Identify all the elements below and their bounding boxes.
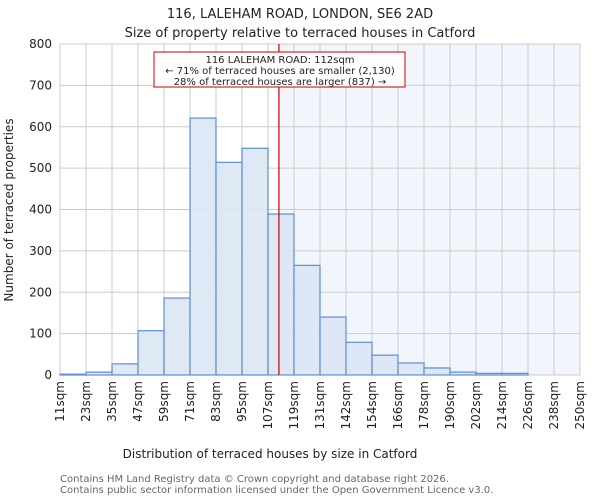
histogram-bar (319, 316, 347, 376)
x-tick-label: 71sqm (183, 381, 197, 422)
histogram-bar (293, 264, 321, 376)
y-tick-label: 300 (29, 244, 52, 258)
x-tick-label: 202sqm (469, 381, 483, 429)
x-tick-label: 83sqm (209, 381, 223, 422)
x-tick-label: 107sqm (261, 381, 275, 429)
y-tick-label: 200 (29, 285, 52, 299)
x-tick-label: 142sqm (339, 381, 353, 429)
x-tick-label: 95sqm (235, 381, 249, 422)
x-tick-label: 47sqm (131, 381, 145, 422)
histogram-bar (397, 362, 425, 376)
histogram-bar (111, 363, 139, 376)
histogram-bar (267, 213, 295, 376)
chart-subtitle: Size of property relative to terraced ho… (125, 26, 476, 41)
histogram-bar (501, 372, 529, 376)
x-tick-label: 250sqm (573, 381, 587, 429)
histogram-bar (189, 117, 217, 376)
y-tick-label: 0 (44, 368, 52, 382)
x-tick-label: 214sqm (495, 381, 509, 429)
y-tick-label: 800 (29, 37, 52, 51)
y-tick-label: 400 (29, 203, 52, 217)
x-tick-label: 119sqm (287, 381, 301, 429)
x-tick-label: 11sqm (53, 381, 67, 422)
y-tick-label: 500 (29, 161, 52, 175)
footer-line-2: Contains public sector information licen… (60, 485, 493, 496)
y-tick-label: 600 (29, 120, 52, 134)
histogram-bar (137, 330, 165, 376)
x-tick-label: 238sqm (547, 381, 561, 429)
histogram-bar (59, 373, 87, 376)
histogram-bar (423, 367, 451, 376)
histogram-bar (345, 341, 373, 376)
histogram-bar (85, 371, 113, 376)
histogram-bar (163, 297, 191, 376)
y-tick-label: 100 (29, 327, 52, 341)
footer-line-1: Contains HM Land Registry data © Crown c… (60, 474, 449, 485)
y-tick-label: 700 (29, 78, 52, 92)
x-tick-label: 226sqm (521, 381, 535, 429)
annotation-line-2: ← 71% of terraced houses are smaller (2,… (165, 66, 395, 77)
annotation-line-1: 116 LALEHAM ROAD: 112sqm (205, 55, 354, 66)
annotation-line-3: 28% of terraced houses are larger (837) … (174, 77, 387, 88)
histogram-bar (371, 354, 399, 376)
x-tick-label: 23sqm (79, 381, 93, 422)
y-axis-label: Number of terraced properties (2, 118, 16, 301)
x-tick-label: 154sqm (365, 381, 379, 429)
histogram-bar (241, 147, 269, 376)
histogram-bar (475, 372, 503, 376)
annotation-box: 116 LALEHAM ROAD: 112sqm ← 71% of terrac… (153, 51, 406, 88)
x-tick-label: 35sqm (105, 381, 119, 422)
x-tick-label: 178sqm (417, 381, 431, 429)
x-axis-label: Distribution of terraced houses by size … (123, 447, 418, 461)
x-tick-label: 131sqm (313, 381, 327, 429)
chart-title: 116, LALEHAM ROAD, LONDON, SE6 2AD (167, 7, 433, 22)
x-tick-label: 190sqm (443, 381, 457, 429)
histogram-bar (449, 371, 477, 376)
histogram-bar (215, 161, 243, 376)
x-tick-label: 166sqm (391, 381, 405, 429)
x-tick-label: 59sqm (157, 381, 171, 422)
